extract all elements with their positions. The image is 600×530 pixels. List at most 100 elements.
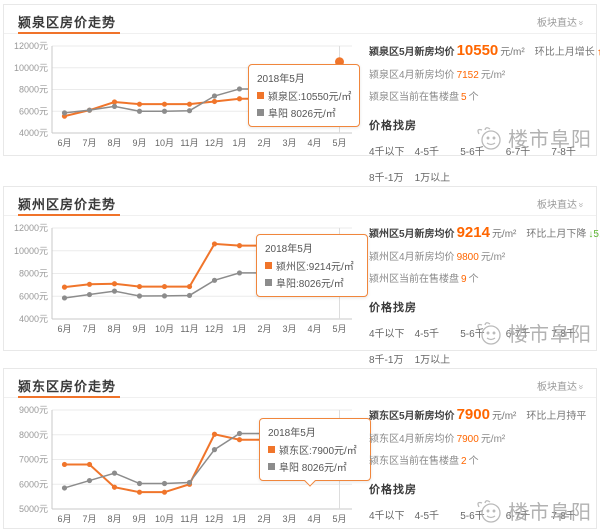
stat-label: 颍东区5月新房均价 — [369, 411, 455, 422]
stat-label: 颍州区5月新房均价 — [369, 229, 455, 240]
svg-text:11月: 11月 — [180, 324, 198, 334]
tooltip-row: 阜阳:8026元/㎡ — [265, 275, 359, 290]
count-unit: 个 — [468, 274, 479, 285]
price-search-heading: 价格找房 — [369, 302, 417, 314]
series-marker-district — [268, 446, 275, 453]
series-marker-city — [257, 109, 264, 116]
price-unit: 元/m² — [480, 252, 506, 263]
stat-current-month: 颍东区5月新房均价 7900 元/m² 环比上月持平 — [369, 406, 597, 423]
price-range-link[interactable]: 8千-1万 — [369, 355, 404, 366]
tooltip-row: 阜阳 8026元/㎡ — [268, 459, 362, 474]
tooltip-row: 颍泉区:10550元/㎡ — [257, 88, 351, 103]
svg-text:10000元: 10000元 — [14, 246, 48, 256]
price-range-link[interactable]: 1万以上 — [414, 355, 451, 366]
block-direct-label: 板块直达 — [536, 382, 577, 393]
svg-text:3月: 3月 — [282, 514, 296, 524]
price-range-link[interactable]: 5-6千 — [460, 147, 485, 158]
block-direct-link[interactable]: 板块直达» — [537, 196, 587, 211]
tooltip-date: 2018年5月 — [268, 428, 316, 439]
svg-text:1月: 1月 — [232, 324, 246, 334]
block-direct-link[interactable]: 板块直达» — [536, 378, 587, 393]
avg-price-value: 9214 — [456, 224, 490, 241]
change-label: 环比上月下降 — [526, 229, 587, 240]
price-range-link[interactable]: 6-7千 — [505, 511, 531, 522]
price-range-link[interactable]: 4-5千 — [414, 147, 440, 158]
chart-area[interactable]: 4000元 6000元 8000元 10000元 12000元 6月 7月 8月 9月 10月 11… — [10, 38, 362, 155]
price-range-link[interactable]: 6-7千 — [505, 329, 531, 340]
change-value: ↑47.51% — [596, 47, 600, 58]
stat-label: 颍州区4月新房均价 — [369, 252, 455, 263]
district-price-panel-yingquan: 颍泉区房价走势 板块直达» 4000元 6000元 8000元 10000元 12000… — [3, 4, 600, 184]
svg-text:7月: 7月 — [82, 514, 96, 524]
chart-tooltip: 2018年5月 颍州区:9214元/㎡ 阜阳:8026元/㎡ — [256, 234, 368, 297]
stat-listings: 颍东区当前在售楼盘 2 个 — [369, 452, 597, 467]
price-range-link[interactable]: 4千以下 — [369, 147, 405, 158]
svg-text:4月: 4月 — [307, 324, 321, 334]
price-range-link[interactable]: 7-8千 — [551, 147, 576, 158]
price-unit: 元/m² — [491, 411, 517, 422]
svg-text:6000元: 6000元 — [19, 291, 48, 301]
chart-area[interactable]: 4000元 6000元 8000元 10000元 12000元 6月 7月 8月 9月 10月 11… — [10, 220, 368, 341]
panel-title: 颍泉区房价走势 — [18, 15, 117, 30]
svg-text:12月: 12月 — [205, 138, 224, 148]
panel-header: 颍州区房价走势 板块直达» — [4, 187, 596, 216]
svg-text:6月: 6月 — [57, 324, 71, 334]
panel-body: 4000元 6000元 8000元 10000元 12000元 6月 7月 8月 9月 10月 11… — [4, 34, 600, 184]
stat-label: 颍泉区当前在售楼盘 — [369, 92, 459, 103]
title-underline — [18, 32, 120, 34]
block-direct-link[interactable]: 板块直达» — [537, 14, 587, 29]
svg-text:5月: 5月 — [332, 324, 346, 334]
prev-price-value: 7900 — [456, 434, 479, 445]
panel-title: 颍东区房价走势 — [18, 379, 117, 394]
tooltip-row: 颍东区:7900元/㎡ — [268, 442, 362, 457]
price-range-link[interactable]: 4-5千 — [414, 329, 440, 340]
price-range-link[interactable]: 7-8千 — [551, 511, 576, 522]
stat-label: 颍泉区5月新房均价 — [369, 47, 455, 58]
svg-text:2月: 2月 — [257, 324, 271, 334]
price-range-link[interactable]: 5-6千 — [460, 329, 485, 340]
svg-text:1月: 1月 — [232, 514, 246, 524]
stat-label: 颍东区4月新房均价 — [369, 434, 455, 445]
count-unit: 个 — [468, 456, 479, 467]
price-range-link[interactable]: 1万以上 — [414, 173, 451, 184]
listing-count: 9 — [461, 274, 467, 285]
price-unit: 元/m² — [491, 229, 517, 240]
price-range-link[interactable]: 8千-1万 — [369, 173, 404, 184]
svg-text:12月: 12月 — [205, 514, 224, 524]
prev-price-value: 9800 — [456, 252, 479, 263]
svg-text:3月: 3月 — [282, 138, 296, 148]
svg-text:12000元: 12000元 — [14, 223, 48, 233]
svg-text:9000元: 9000元 — [19, 405, 48, 415]
svg-text:8月: 8月 — [107, 138, 121, 148]
svg-text:10月: 10月 — [155, 138, 174, 148]
price-range-link[interactable]: 4-5千 — [414, 511, 440, 522]
svg-text:6000元: 6000元 — [19, 479, 48, 489]
price-range-link[interactable]: 7-8千 — [551, 329, 576, 340]
title-underline — [18, 396, 120, 398]
price-range-link[interactable]: 6-7千 — [505, 147, 531, 158]
chevron-down-icon: » — [576, 384, 587, 390]
svg-text:3月: 3月 — [282, 324, 296, 334]
change-label: 环比上月增长 — [534, 47, 595, 58]
chart-area[interactable]: 5000元 6000元 7000元 8000元 9000元 6月 7月 8月 9月 10月 11月 1… — [10, 402, 371, 530]
stat-listings: 颍泉区当前在售楼盘 5 个 — [369, 88, 597, 103]
tooltip-date: 2018年5月 — [257, 74, 305, 85]
series-marker-district — [265, 262, 272, 269]
price-range-link[interactable]: 5-6千 — [460, 511, 485, 522]
svg-text:10月: 10月 — [155, 514, 174, 524]
tooltip-district-value: 颍东区:7900元/㎡ — [279, 446, 357, 457]
change-label: 环比上月持平 — [526, 411, 587, 422]
price-range-link[interactable]: 4千以下 — [369, 329, 405, 340]
count-unit: 个 — [468, 92, 479, 103]
svg-text:5月: 5月 — [332, 138, 346, 148]
change-value: ↓5.98% — [588, 229, 600, 240]
svg-text:8月: 8月 — [107, 514, 121, 524]
tooltip-district-value: 颍泉区:10550元/㎡ — [268, 92, 352, 103]
svg-text:9月: 9月 — [132, 514, 146, 524]
svg-text:7月: 7月 — [82, 138, 96, 148]
price-range-link[interactable]: 4千以下 — [369, 511, 405, 522]
svg-text:5月: 5月 — [332, 514, 346, 524]
